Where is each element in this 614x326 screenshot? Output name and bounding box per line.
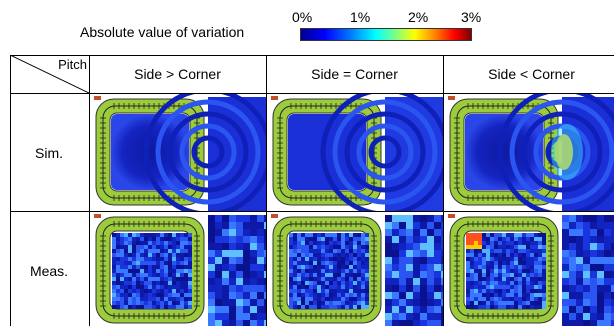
legend-tick-3: 3%	[461, 9, 482, 25]
legend-tick-0: 0%	[292, 9, 313, 25]
field-map	[497, 94, 614, 211]
col-header-side-lt-corner: Side < Corner	[488, 66, 575, 82]
field-map	[562, 215, 614, 326]
col-header-side-eq-corner: Side = Corner	[311, 66, 398, 82]
panel-figure	[271, 94, 443, 211]
results-table: Pitch Side > Corner Side = Corner Side <…	[10, 55, 614, 326]
coil-icon	[271, 214, 382, 324]
coil-icon	[94, 96, 205, 206]
coil-icon	[271, 96, 382, 206]
panel-sim-side-lt-corner	[444, 94, 614, 211]
panel-sim-side-gt-corner	[90, 94, 266, 211]
col-header-side-gt-corner: Side > Corner	[134, 66, 221, 82]
panel-meas-side-gt-corner	[90, 212, 266, 326]
field-map	[385, 215, 443, 326]
coil-icon	[448, 96, 559, 206]
panel-sim-side-eq-corner	[267, 94, 443, 211]
field-map	[208, 215, 266, 326]
pitch-label: Pitch	[58, 57, 87, 72]
coil-icon	[94, 214, 205, 324]
row-header-sim: Sim.	[35, 144, 63, 161]
panel-figure	[94, 94, 266, 211]
panel-meas-side-lt-corner	[444, 212, 614, 326]
field-map	[143, 94, 266, 211]
panel-figure	[448, 94, 614, 211]
diagonal-divider	[10, 55, 89, 93]
panel-meas-side-eq-corner	[267, 212, 443, 326]
corner-cell: Pitch	[10, 55, 89, 93]
panel-figure	[448, 214, 614, 326]
panel-figure	[271, 214, 443, 326]
panel-figure	[94, 214, 266, 326]
field-map	[320, 94, 443, 211]
coil-icon	[448, 214, 559, 324]
colorbar	[300, 28, 472, 41]
legend-tick-2: 2%	[408, 9, 429, 25]
row-header-meas: Meas.	[29, 263, 69, 279]
legend-title: Absolute value of variation	[80, 24, 245, 40]
legend-tick-1: 1%	[350, 9, 371, 25]
